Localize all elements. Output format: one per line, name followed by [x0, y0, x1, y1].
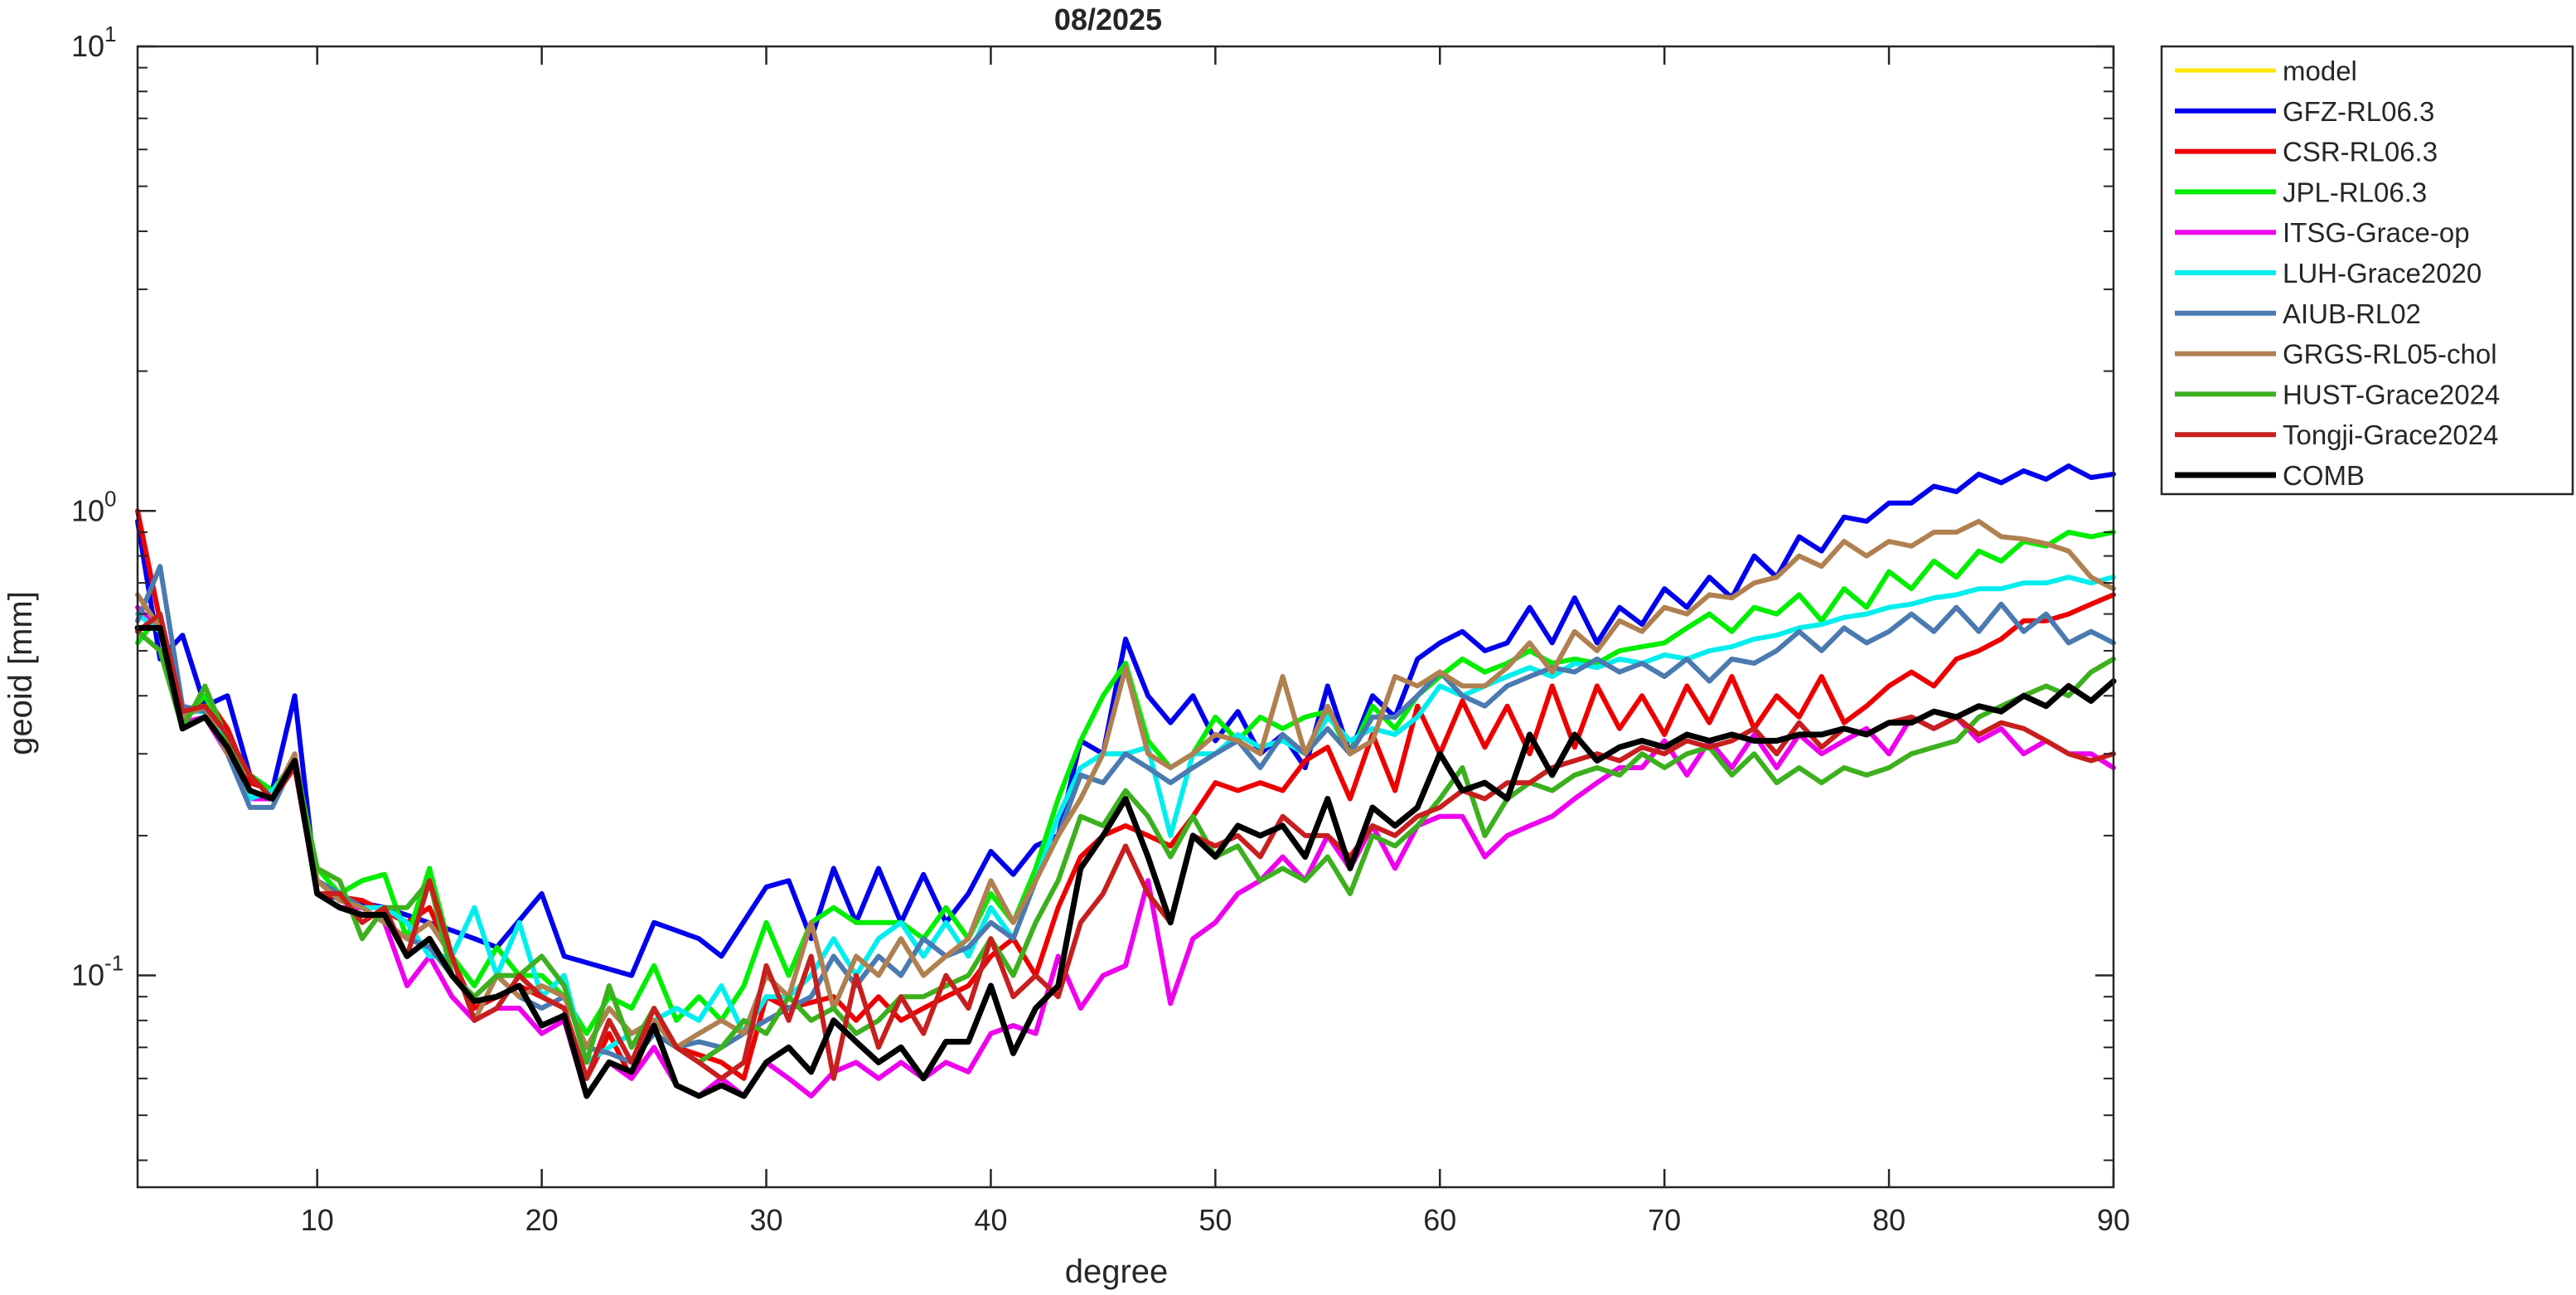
- legend-label-itsg-grace-op: ITSG-Grace-op: [2283, 217, 2470, 248]
- legend-label-luh-grace2020: LUH-Grace2020: [2283, 258, 2482, 289]
- series-line-itsg-grace-op: [135, 604, 2116, 1099]
- legend-label-jpl-rl06-3: JPL-RL06.3: [2283, 177, 2427, 207]
- x-tick-label: 90: [2097, 1203, 2130, 1237]
- legend-label-tongji-grace2024: Tongji-Grace2024: [2283, 420, 2499, 450]
- y-tick-label: 100: [71, 486, 117, 527]
- legend-label-comb: COMB: [2283, 460, 2365, 491]
- y-tick-label: 10-1: [71, 951, 123, 992]
- x-tick-label: 40: [974, 1203, 1007, 1237]
- x-tick-label: 20: [525, 1203, 559, 1237]
- series-line-tongji-grace2024: [135, 611, 2116, 1081]
- legend-label-model: model: [2283, 56, 2357, 86]
- series-line-comb: [134, 624, 2117, 1099]
- y-tick-exponent: 0: [104, 486, 116, 511]
- y-tick-exponent: -1: [104, 951, 123, 976]
- x-tick-label: 50: [1198, 1203, 1232, 1237]
- legend-items: model GFZ-RL06.3 CSR-RL06.3 JPL-RL06.3 ITSG-…: [2175, 56, 2500, 491]
- legend-label-hust-grace2024: HUST-Grace2024: [2283, 379, 2500, 410]
- x-tick-label: 30: [750, 1203, 783, 1237]
- legend-label-grgs-rl05-chol: GRGS-RL05-chol: [2283, 339, 2497, 370]
- x-tick-label: 70: [1648, 1203, 1681, 1237]
- axes-frame: [136, 45, 2115, 1189]
- legend-label-csr-rl06-3: CSR-RL06.3: [2283, 137, 2438, 167]
- series-line-jpl-rl06-3: [135, 529, 2116, 1036]
- x-tick-label: 80: [1872, 1203, 1905, 1237]
- y-tick-exponent: 1: [104, 22, 116, 46]
- legend: model GFZ-RL06.3 CSR-RL06.3 JPL-RL06.3 ITSG-…: [2160, 45, 2574, 496]
- y-axis-label: geoid [mm]: [2, 591, 39, 755]
- chart-title: 08/2025: [1054, 2, 1162, 36]
- x-axis-label: degree: [1065, 1254, 1169, 1290]
- legend-label-gfz-rl06-3: GFZ-RL06.3: [2283, 96, 2434, 127]
- x-tick-label: 10: [301, 1203, 334, 1237]
- x-tick-label: 60: [1423, 1203, 1456, 1237]
- series-layer: [134, 463, 2117, 1099]
- legend-label-aiub-rl02: AIUB-RL02: [2283, 298, 2421, 329]
